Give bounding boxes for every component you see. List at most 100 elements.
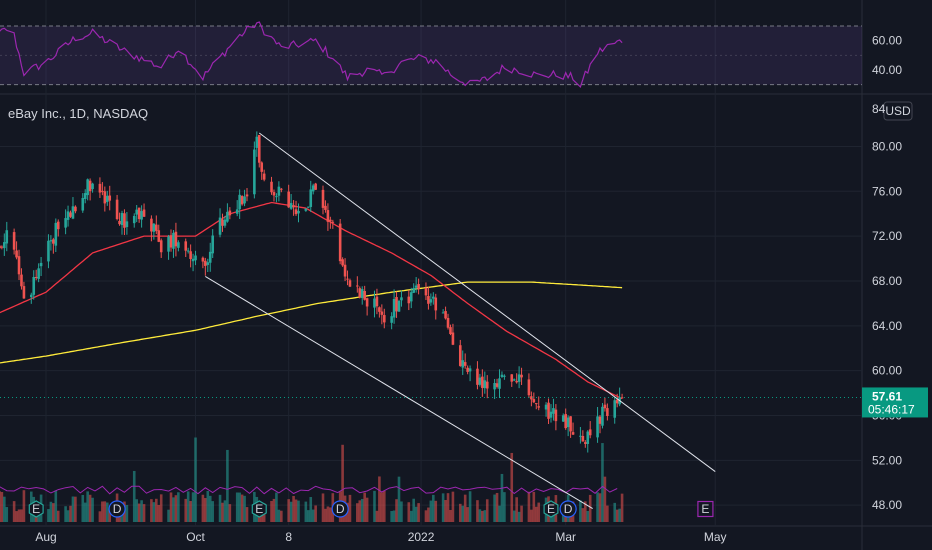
price-tick-label: 80.00: [872, 139, 902, 153]
volume-bar: [483, 510, 487, 522]
candle-body: [441, 312, 445, 314]
volume-bar: [466, 507, 469, 522]
volume-bar: [69, 505, 72, 522]
candle-body: [414, 285, 418, 288]
candle-body: [54, 222, 58, 246]
volume-bar: [142, 504, 146, 522]
volume-bar: [618, 508, 621, 522]
candle-body: [397, 300, 401, 312]
volume-bar: [493, 494, 496, 522]
candle-body: [579, 435, 582, 437]
time-tick-label: Aug: [35, 530, 56, 544]
volume-bar: [49, 501, 53, 522]
candle-body: [186, 250, 190, 252]
candle-body: [584, 442, 587, 444]
rsi-line: [0, 21, 623, 88]
volume-bar: [534, 506, 538, 522]
candle-body: [98, 183, 102, 193]
candle-body: [184, 241, 188, 251]
volume-bar: [620, 493, 624, 522]
dividend-marker: [331, 500, 349, 518]
volume-bar: [530, 509, 533, 522]
volume-bar: [314, 505, 317, 522]
volume-bar: [603, 476, 607, 522]
volume-bar: [223, 500, 227, 522]
candle-body: [495, 383, 499, 387]
ma200-line: [0, 281, 623, 364]
currency-button[interactable]: USD: [883, 101, 913, 121]
candle-body: [177, 242, 180, 248]
candle-body: [189, 251, 192, 259]
candle-body: [446, 317, 450, 328]
volume-bar: [309, 497, 313, 522]
candle-body: [326, 210, 330, 222]
candle-body: [238, 194, 241, 210]
volume-bar: [174, 495, 178, 522]
candle-body: [22, 286, 26, 299]
volume-bar: [277, 509, 281, 522]
volume-bar: [458, 503, 462, 522]
candle-body: [211, 235, 214, 254]
volume-bar: [498, 505, 501, 522]
volume-bar: [86, 491, 89, 522]
volume-bar: [517, 511, 521, 522]
candle-body: [105, 195, 109, 202]
event-marker-letter: E: [701, 502, 709, 516]
candle-body: [615, 399, 619, 404]
candle-body: [517, 374, 521, 382]
candle-body: [512, 379, 516, 381]
time-tick-label: Mar: [555, 530, 576, 544]
price-tick-label: 64.00: [872, 319, 902, 333]
event-marker-letter: E: [32, 502, 40, 516]
candle-body: [378, 307, 381, 312]
candle-body: [39, 262, 43, 267]
volume-bar: [270, 500, 273, 522]
candle-body: [169, 235, 173, 248]
price-tick-label: 48.00: [872, 498, 902, 512]
candle-body: [101, 190, 104, 192]
trendline-upper: [258, 132, 716, 472]
volume-bar: [74, 496, 77, 522]
candle-body: [365, 298, 369, 307]
candle-body: [429, 299, 433, 303]
candle-body: [132, 215, 136, 224]
candle-body: [424, 288, 428, 296]
candle-body: [571, 432, 575, 435]
trendline-lower: [205, 276, 593, 509]
volume-bar: [510, 452, 514, 522]
candle-body: [221, 219, 224, 226]
volume-bar: [108, 509, 112, 522]
volume-bar: [184, 498, 188, 522]
volume-bar: [12, 501, 16, 522]
candle-body: [167, 236, 170, 252]
candle-body: [360, 289, 364, 298]
volume-bar: [56, 510, 60, 522]
candle-body: [3, 242, 6, 249]
volume-bar: [449, 509, 452, 522]
candle-body: [172, 232, 175, 249]
candle-body: [427, 296, 430, 304]
volume-bar: [380, 492, 384, 522]
volume-bar: [17, 509, 21, 522]
candle-body: [191, 258, 195, 262]
volume-bar: [311, 509, 315, 522]
candle-body: [306, 206, 310, 208]
candle-body: [71, 206, 75, 219]
volume-bar: [81, 494, 85, 522]
volume-bar: [306, 510, 310, 522]
candle-body: [409, 292, 413, 302]
volume-bar: [588, 494, 592, 522]
candle-body: [530, 396, 533, 400]
volume-bar: [294, 499, 298, 522]
candle-body: [17, 256, 21, 275]
event-marker-letter: D: [113, 502, 122, 516]
candle-body: [321, 189, 325, 208]
volume-bar: [360, 498, 364, 522]
candle-body: [66, 211, 70, 220]
volume-bar: [243, 495, 246, 522]
candle-body: [392, 298, 396, 318]
volume-bar: [427, 507, 430, 522]
candle-body: [552, 408, 555, 414]
